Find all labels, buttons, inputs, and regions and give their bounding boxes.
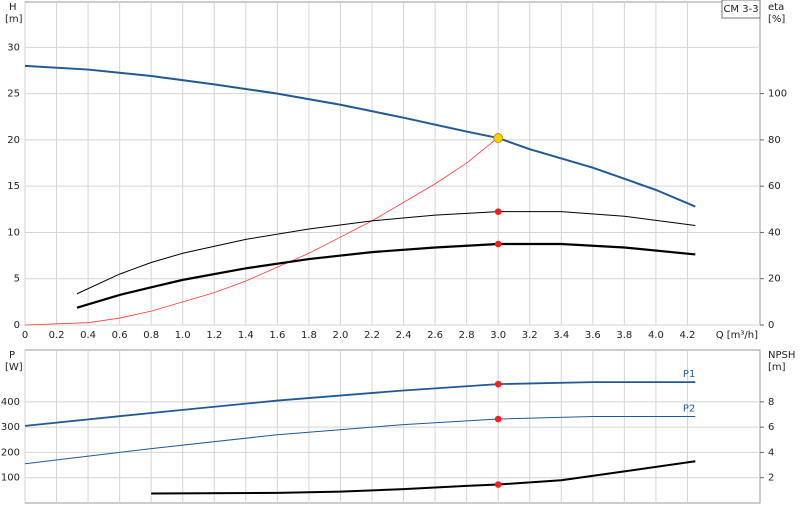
y-tick-label: 400 bbox=[1, 397, 20, 408]
x-tick-label: 2.2 bbox=[364, 330, 380, 341]
series-line bbox=[24, 381, 696, 427]
y-axis-title: P bbox=[9, 350, 15, 361]
x-tick-label: 3.2 bbox=[522, 330, 538, 341]
x-tick-label: 3.8 bbox=[616, 330, 632, 341]
x-tick-label: 3.4 bbox=[553, 330, 569, 341]
x-tick-label: 0.4 bbox=[80, 330, 96, 341]
y-axis-title: H bbox=[9, 2, 17, 13]
x-tick-label: 0 bbox=[22, 330, 28, 341]
y-tick-label: 5 bbox=[14, 274, 20, 285]
y-tick-label: 100 bbox=[1, 473, 20, 484]
x-tick-label: 2.8 bbox=[459, 330, 475, 341]
y2-axis-title: eta bbox=[768, 2, 784, 13]
x-axis-title: Q [m³/h] bbox=[716, 330, 758, 341]
x-tick-label: 1.6 bbox=[269, 330, 285, 341]
x-tick-label: 0.8 bbox=[143, 330, 159, 341]
y2-tick-label: 60 bbox=[768, 181, 781, 192]
y2-axis-unit: [%] bbox=[768, 14, 785, 25]
chart-title: CM 3-3 bbox=[723, 4, 758, 15]
series-line bbox=[76, 211, 696, 295]
y-tick-label: 300 bbox=[1, 422, 20, 433]
y2-axis-title: NPSH bbox=[768, 350, 795, 361]
y2-tick-label: 80 bbox=[768, 135, 781, 146]
y2-tick-label: 40 bbox=[768, 227, 781, 238]
plot-frame bbox=[24, 1, 761, 326]
series-label: P1 bbox=[683, 369, 695, 380]
y2-tick-label: 20 bbox=[768, 274, 781, 285]
y2-tick-label: 0 bbox=[768, 320, 774, 331]
x-tick-label: 0.2 bbox=[49, 330, 65, 341]
x-tick-label: 2.4 bbox=[396, 330, 412, 341]
duty-point bbox=[494, 208, 502, 215]
y-axis-unit: [m] bbox=[5, 14, 23, 25]
x-tick-label: 0.6 bbox=[112, 330, 128, 341]
y-tick-label: 0 bbox=[14, 320, 20, 331]
duty-point bbox=[493, 133, 504, 143]
series-line bbox=[24, 64, 696, 208]
y-tick-label: 20 bbox=[7, 135, 20, 146]
duty-point bbox=[494, 380, 502, 388]
x-tick-label: 1.8 bbox=[301, 330, 317, 341]
y-tick-label: 200 bbox=[1, 447, 20, 458]
y-axis-unit: [W] bbox=[5, 362, 23, 373]
y-tick-label: 10 bbox=[7, 227, 20, 238]
y2-axis-unit: [m] bbox=[768, 362, 786, 373]
y2-tick-label: 8 bbox=[768, 397, 774, 408]
series-line bbox=[151, 460, 696, 495]
y-tick-label: 15 bbox=[7, 181, 20, 192]
y2-tick-label: 100 bbox=[768, 89, 787, 100]
series-line bbox=[76, 242, 696, 309]
y-tick-label: 30 bbox=[7, 42, 20, 53]
x-tick-label: 1.2 bbox=[206, 330, 222, 341]
duty-point bbox=[494, 415, 502, 423]
x-tick-label: 4.2 bbox=[679, 330, 695, 341]
x-tick-label: 2.6 bbox=[427, 330, 443, 341]
x-tick-label: 3.0 bbox=[490, 330, 506, 341]
x-tick-label: 1.0 bbox=[175, 330, 191, 341]
plot-frame bbox=[24, 349, 761, 504]
title-box bbox=[721, 0, 761, 19]
duty-point bbox=[494, 481, 502, 488]
x-tick-label: 3.6 bbox=[585, 330, 601, 341]
x-tick-label: 4.0 bbox=[648, 330, 664, 341]
series-line bbox=[24, 416, 696, 465]
x-tick-label: 1.4 bbox=[238, 330, 254, 341]
series-line bbox=[24, 137, 499, 326]
y2-tick-label: 4 bbox=[768, 447, 774, 458]
y2-tick-label: 6 bbox=[768, 422, 774, 433]
y-tick-label: 25 bbox=[7, 89, 20, 100]
duty-point bbox=[494, 240, 502, 248]
x-label-bg bbox=[720, 328, 760, 342]
series-label: P2 bbox=[683, 404, 695, 415]
y2-tick-label: 2 bbox=[768, 473, 774, 484]
x-tick-label: 2.0 bbox=[332, 330, 348, 341]
